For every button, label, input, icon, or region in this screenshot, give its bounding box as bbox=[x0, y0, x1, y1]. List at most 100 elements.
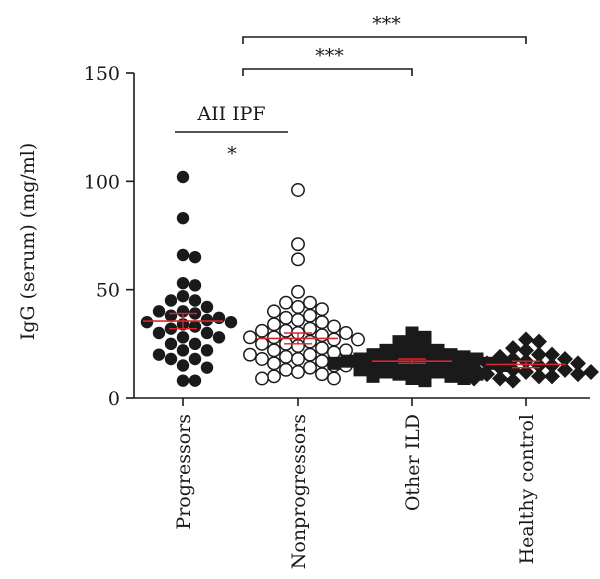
data-point bbox=[531, 346, 547, 363]
data-point bbox=[279, 362, 293, 377]
data-point bbox=[327, 319, 341, 334]
data-point bbox=[267, 317, 281, 332]
data-point bbox=[243, 347, 257, 362]
data-point bbox=[176, 170, 190, 184]
data-point bbox=[212, 331, 226, 344]
data-point bbox=[200, 300, 214, 314]
data-point bbox=[152, 305, 166, 318]
data-point bbox=[164, 309, 178, 322]
data-point bbox=[557, 351, 573, 367]
data-point bbox=[279, 323, 293, 338]
data-point bbox=[505, 361, 521, 378]
data-point bbox=[303, 347, 317, 362]
data-point bbox=[466, 370, 482, 387]
data-point bbox=[152, 348, 166, 361]
data-point bbox=[570, 366, 586, 383]
data-point bbox=[188, 352, 202, 366]
data-point bbox=[392, 335, 406, 349]
data-point bbox=[200, 361, 214, 374]
data-point bbox=[291, 313, 305, 327]
category-label: Other ILD bbox=[402, 414, 424, 511]
y-tick-label: 0 bbox=[108, 388, 120, 410]
data-point bbox=[200, 344, 214, 357]
data-point bbox=[176, 374, 190, 387]
data-point bbox=[444, 369, 458, 383]
data-point bbox=[176, 289, 190, 303]
data-point bbox=[583, 364, 599, 380]
data-point bbox=[303, 360, 317, 375]
data-point bbox=[279, 295, 293, 310]
group-label: AII IPF bbox=[196, 103, 265, 125]
data-point bbox=[315, 367, 329, 382]
data-point bbox=[279, 310, 293, 325]
data-point bbox=[200, 326, 214, 340]
data-point bbox=[255, 336, 269, 351]
data-point bbox=[315, 341, 329, 356]
y-tick-label: 150 bbox=[84, 63, 120, 85]
data-point bbox=[267, 330, 281, 345]
data-point bbox=[379, 365, 393, 379]
data-point bbox=[224, 315, 238, 329]
data-point bbox=[570, 355, 586, 372]
data-point bbox=[457, 350, 471, 364]
x-ticks: Progressors Nonprogressors Other ILD Health… bbox=[173, 398, 538, 569]
significance-bracket bbox=[242, 68, 413, 76]
data-point bbox=[518, 342, 534, 359]
data-point bbox=[353, 352, 367, 366]
data-point bbox=[392, 367, 406, 381]
data-point bbox=[418, 374, 432, 388]
data-point bbox=[405, 326, 419, 340]
y-axis-label: IgG (serum) (mg/ml) bbox=[17, 143, 39, 341]
data-point bbox=[444, 359, 458, 372]
data-point bbox=[557, 361, 573, 378]
data-point bbox=[531, 333, 547, 350]
data-point bbox=[176, 211, 190, 225]
data-point bbox=[544, 368, 560, 385]
data-point bbox=[431, 365, 445, 379]
mean-markers bbox=[143, 312, 566, 369]
data-point bbox=[188, 279, 202, 292]
data-point bbox=[444, 348, 458, 362]
data-point bbox=[405, 339, 419, 353]
data-point bbox=[164, 352, 178, 366]
data-point bbox=[405, 372, 419, 385]
data-point bbox=[164, 294, 178, 307]
data-point bbox=[303, 308, 317, 323]
significance-label: *** bbox=[315, 45, 344, 67]
data-point bbox=[188, 337, 202, 351]
data-point bbox=[303, 295, 317, 310]
data-point bbox=[176, 331, 190, 344]
data-point bbox=[291, 183, 305, 197]
data-point bbox=[505, 372, 521, 389]
data-point bbox=[327, 332, 341, 347]
data-point bbox=[152, 326, 166, 340]
data-point bbox=[518, 331, 534, 348]
data-point bbox=[176, 359, 190, 372]
data-points bbox=[140, 170, 599, 389]
data-point bbox=[351, 332, 365, 347]
data-point bbox=[255, 323, 269, 338]
data-point bbox=[379, 343, 393, 357]
data-point bbox=[188, 294, 202, 307]
data-point bbox=[353, 363, 367, 377]
y-ticks: 0 50 100 150 bbox=[84, 63, 134, 410]
data-point bbox=[279, 349, 293, 364]
category-label: Healthy control bbox=[516, 414, 538, 564]
data-point bbox=[492, 348, 508, 365]
data-point bbox=[366, 369, 380, 383]
category-label: Progressors bbox=[173, 414, 195, 530]
data-point bbox=[431, 343, 445, 357]
data-point bbox=[176, 248, 190, 262]
data-point bbox=[140, 315, 154, 329]
data-point bbox=[188, 374, 202, 387]
data-point bbox=[212, 311, 226, 325]
data-point bbox=[479, 366, 495, 383]
data-point bbox=[466, 359, 482, 376]
significance-label: *** bbox=[372, 13, 401, 35]
data-point bbox=[315, 315, 329, 330]
data-point bbox=[505, 340, 521, 357]
data-point bbox=[164, 337, 178, 351]
significance-label: * bbox=[227, 143, 237, 165]
data-point bbox=[176, 305, 190, 318]
